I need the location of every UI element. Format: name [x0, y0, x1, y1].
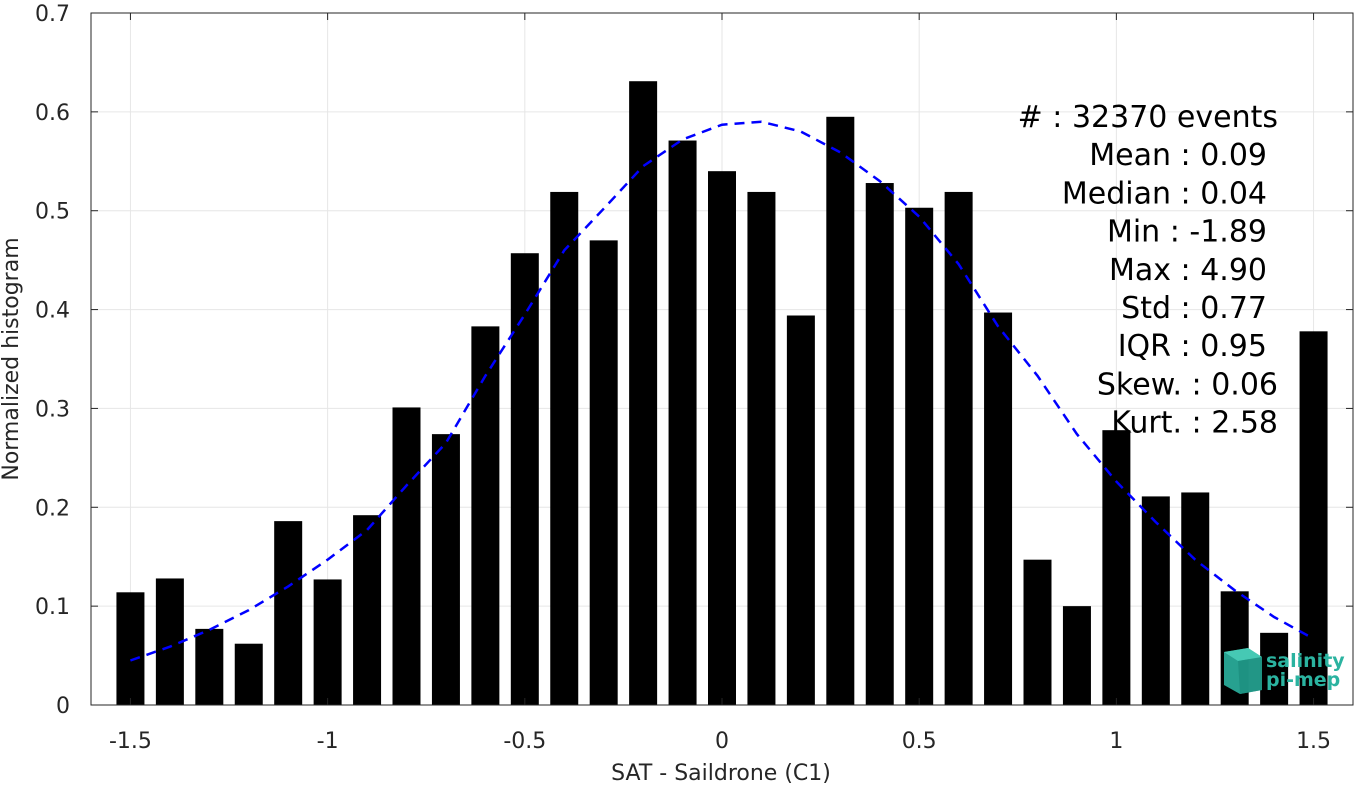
histogram-bar — [826, 116, 855, 706]
histogram-bar — [747, 191, 776, 706]
x-tick-label: 0.5 — [902, 729, 937, 754]
x-tick-label: 0 — [715, 729, 729, 754]
histogram-bar — [984, 312, 1013, 705]
y-tick-label: 0.4 — [35, 299, 70, 324]
histogram-bar — [431, 434, 460, 705]
histogram-bar — [905, 207, 934, 705]
x-tick-label: -1 — [317, 729, 339, 754]
histogram-bar — [234, 643, 263, 705]
stat-line: Max : 4.90 — [1109, 253, 1267, 288]
histogram-bar — [1181, 492, 1210, 705]
cube-icon — [1224, 648, 1262, 694]
x-axis-ticks: -1.5 -1 -0.5 0 0.5 1 1.5 — [109, 13, 1331, 754]
histogram-bar — [195, 628, 224, 705]
histogram-bar — [550, 191, 579, 706]
y-tick-label: 0.2 — [35, 496, 70, 521]
logo-line-1: salinity — [1266, 650, 1345, 672]
stat-line: Skew. : 0.06 — [1097, 367, 1278, 402]
histogram-bar — [1023, 559, 1052, 705]
y-tick-label: 0.6 — [35, 101, 70, 126]
salinity-pi-mep-logo: salinity pi-mep — [1224, 648, 1345, 694]
histogram-bar — [313, 579, 342, 705]
histogram-bar — [116, 592, 145, 705]
histogram-bar — [353, 515, 382, 705]
stat-line: Min : -1.89 — [1107, 215, 1267, 250]
histogram-bar — [1260, 632, 1289, 705]
histogram-bar — [1299, 331, 1328, 705]
histogram-bar — [668, 140, 697, 706]
stat-line: Kurt. : 2.58 — [1111, 406, 1278, 441]
logo-line-2: pi-mep — [1266, 669, 1340, 691]
y-axis-ticks: 0 0.1 0.2 0.3 0.4 0.5 0.6 0.7 — [35, 2, 1353, 719]
stat-line: IQR : 0.95 — [1118, 329, 1267, 364]
normal-fit-curve — [129, 120, 1315, 662]
y-axis-label: Normalized histogram — [0, 237, 24, 480]
stat-line: # : 32370 events — [1018, 100, 1278, 135]
y-tick-label: 0 — [56, 694, 70, 719]
histogram-bars — [116, 81, 1328, 706]
x-tick-label: -1.5 — [109, 729, 152, 754]
y-tick-label: 0.5 — [35, 200, 70, 225]
histogram-bar — [629, 81, 658, 705]
y-tick-label: 0.3 — [35, 397, 70, 422]
histogram-bar — [471, 326, 500, 705]
histogram-bar — [589, 240, 618, 705]
histogram-bar — [510, 253, 539, 706]
x-tick-label: 1 — [1109, 729, 1123, 754]
histogram-bar — [786, 315, 815, 705]
y-tick-label: 0.1 — [35, 595, 70, 620]
histogram-bar — [708, 171, 736, 705]
histogram-bar — [1141, 496, 1170, 705]
x-axis-label: SAT - Saildrone (C1) — [611, 761, 831, 785]
histogram-bar — [1102, 430, 1131, 705]
stat-line: Mean : 0.09 — [1089, 138, 1267, 173]
histogram-bar — [1062, 606, 1091, 705]
x-tick-label: -0.5 — [503, 729, 546, 754]
histogram-bar — [392, 407, 421, 705]
histogram-bar — [865, 183, 894, 705]
stat-line: Median : 0.04 — [1062, 176, 1267, 211]
x-tick-label: 1.5 — [1296, 729, 1331, 754]
histogram-bar — [944, 191, 973, 706]
y-tick-label: 0.7 — [35, 2, 70, 27]
stat-line: Std : 0.77 — [1121, 291, 1267, 326]
histogram-bar — [274, 521, 303, 705]
